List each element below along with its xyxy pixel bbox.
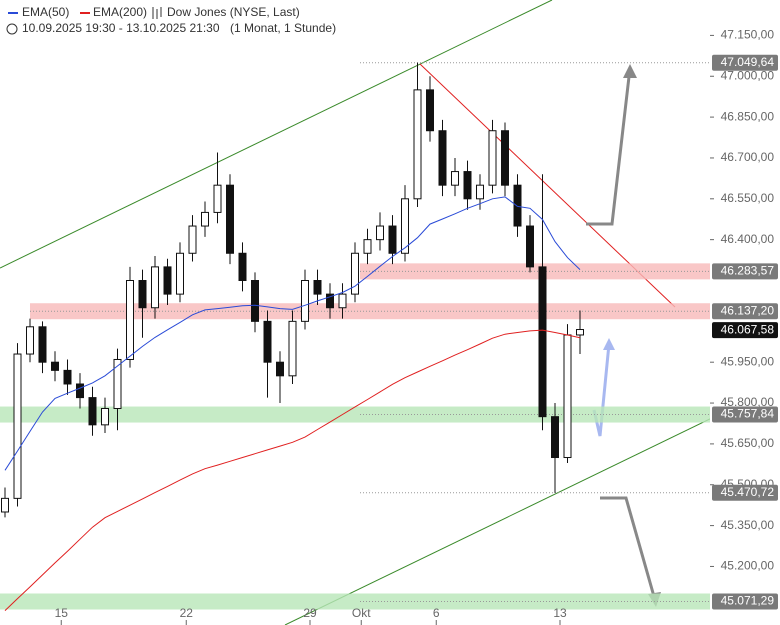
level-box xyxy=(712,322,778,339)
subtitle: 10.09.2025 19:30 - 13.10.2025 21:30 xyxy=(22,21,220,35)
candle-body xyxy=(113,358,122,409)
candle-body xyxy=(263,320,272,363)
candle-body xyxy=(151,266,159,309)
candle-body xyxy=(126,280,134,360)
plot: 15 22 29 Okt 6 13 xyxy=(1,62,584,625)
candle-body xyxy=(576,329,584,336)
zone xyxy=(0,406,710,423)
candle-body xyxy=(88,397,97,426)
x-tick-label: 22 xyxy=(180,606,194,620)
candle-body xyxy=(276,361,284,377)
candle-body xyxy=(376,225,384,241)
candle-body xyxy=(538,266,547,418)
y-tick-label: 45.350,00 xyxy=(721,518,775,532)
candle-body xyxy=(51,361,59,371)
candle-body xyxy=(351,252,359,295)
candle-body xyxy=(451,171,459,186)
candle-body xyxy=(213,184,222,213)
candle-body xyxy=(476,184,484,200)
candle-body xyxy=(26,326,34,355)
candle-body xyxy=(63,369,72,385)
candle-body xyxy=(1,497,9,513)
candle-body xyxy=(526,225,534,268)
y-tick-label: 47.000,00 xyxy=(721,68,775,82)
level-label: 45.757,84 xyxy=(721,407,775,421)
candle-body xyxy=(401,198,409,254)
candle-body xyxy=(388,225,397,254)
level-box xyxy=(712,303,778,320)
chart-title: Dow Jones (NYSE, Last) xyxy=(167,5,300,19)
candle-body xyxy=(288,320,297,377)
x-tick-label: Okt xyxy=(352,606,371,620)
period: (1 Monat, 1 Stunde) xyxy=(230,21,336,35)
level-label: 45.470,72 xyxy=(721,485,775,499)
legend-label: EMA(50) xyxy=(22,5,69,19)
y-tick-label: 45.200,00 xyxy=(721,559,775,573)
level-label: 46.137,20 xyxy=(721,303,775,317)
candle-body xyxy=(363,239,372,254)
level-label: 45.071,29 xyxy=(721,594,775,608)
candle-body xyxy=(338,293,347,309)
candle-body xyxy=(226,184,234,254)
y-tick-label: 46.850,00 xyxy=(721,109,775,123)
level-label: 46.283,57 xyxy=(721,264,775,278)
candle-body xyxy=(513,184,522,227)
y-tick-label: 47.150,00 xyxy=(721,28,775,42)
candle-body xyxy=(76,383,84,399)
legend: EMA(50) EMA(200) Dow Jones (NYSE, Last) … xyxy=(0,0,345,38)
y-tick-label: 46.550,00 xyxy=(721,191,775,205)
ema-line xyxy=(4,329,581,611)
x-tick-label: 29 xyxy=(303,606,317,620)
candle-body xyxy=(463,171,472,200)
ema-line xyxy=(4,196,581,471)
candle-body xyxy=(313,280,322,295)
y-tick-label: 45.800,00 xyxy=(721,395,775,409)
level-box xyxy=(712,484,778,501)
candle-icon xyxy=(152,7,162,19)
y-tick-label: 46.400,00 xyxy=(721,232,775,246)
y-tick-label: 46.700,00 xyxy=(721,150,775,164)
zones xyxy=(0,62,710,610)
level-label: 46.067,58 xyxy=(721,322,775,336)
candle-body xyxy=(551,416,559,459)
candle-body xyxy=(101,407,109,426)
candle-body xyxy=(438,130,447,186)
y-tick-label: 45.650,00 xyxy=(721,436,775,450)
x-tick-label: 13 xyxy=(553,606,567,620)
level-box xyxy=(712,54,778,71)
zone xyxy=(0,593,710,610)
candle-body xyxy=(38,326,47,363)
clock-icon xyxy=(6,23,18,35)
x-tick-label: 6 xyxy=(433,606,440,620)
candle-body xyxy=(488,130,497,186)
legend-label: EMA(200) xyxy=(93,5,147,19)
level-label: 47.049,64 xyxy=(721,55,775,69)
x-tick-label: 15 xyxy=(55,606,69,620)
candle-body xyxy=(326,293,334,309)
candle-body xyxy=(138,280,147,309)
level-box xyxy=(712,593,778,610)
level-box xyxy=(712,406,778,423)
y-axis: 45.200,0045.350,0045.500,0045.650,0045.8… xyxy=(710,0,780,625)
candle-body xyxy=(13,353,22,499)
candle-body xyxy=(426,89,434,132)
candle-body xyxy=(163,266,172,295)
candle-body xyxy=(563,334,572,459)
candle-body xyxy=(413,89,422,200)
candle-body xyxy=(251,280,259,322)
candle-body xyxy=(201,211,209,227)
y-tick-label: 45.950,00 xyxy=(721,354,775,368)
candle-body xyxy=(501,130,509,186)
candle-body xyxy=(238,252,247,282)
candle-body xyxy=(188,225,197,254)
candle-body xyxy=(301,280,309,322)
candle-body xyxy=(176,252,184,295)
level-box xyxy=(712,263,778,280)
